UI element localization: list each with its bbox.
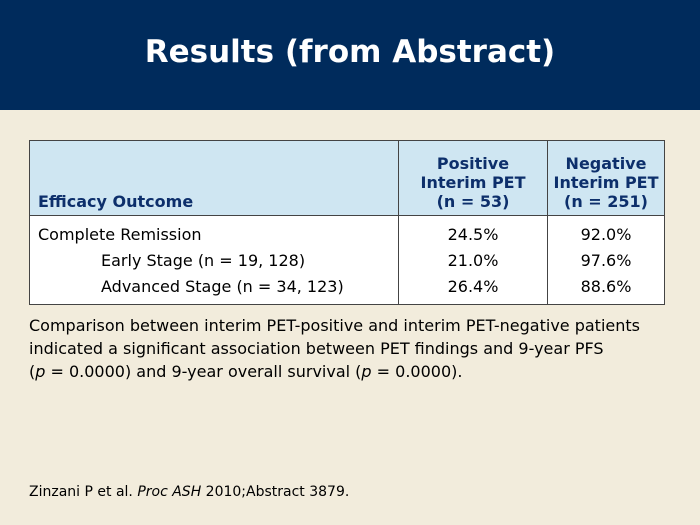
negative-values-cell: 92.0% 97.6% 88.6%	[547, 215, 665, 305]
slide-title: Results (from Abstract)	[144, 34, 556, 70]
positive-early-stage: 21.0%	[447, 251, 499, 270]
summary-end: = 0.0000).	[371, 362, 463, 381]
row-label-early-stage: Early Stage (n = 19, 128)	[101, 251, 306, 270]
negative-complete-remission: 92.0%	[580, 225, 632, 244]
summary-line-3: (p = 0.0000) and 9-year overall survival…	[29, 360, 674, 383]
results-table: Efficacy Outcome Positive Interim PET (n…	[29, 140, 665, 305]
row-label-complete-remission: Complete Remission	[38, 225, 202, 244]
results-table-container: Efficacy Outcome Positive Interim PET (n…	[29, 140, 665, 305]
citation-details: 2010;Abstract 3879.	[201, 484, 350, 500]
outcome-labels-cell: Complete Remission Early Stage (n = 19, …	[29, 215, 399, 305]
header-positive-line3: (n = 53)	[436, 192, 510, 211]
title-bar: Results (from Abstract)	[0, 0, 700, 110]
summary-line-2: indicated a significant association betw…	[29, 339, 604, 358]
summary-paragraph: Comparison between interim PET-positive …	[29, 314, 674, 383]
summary-open-paren: (	[29, 362, 36, 381]
positive-complete-remission: 24.5%	[447, 225, 499, 244]
summary-line-1: Comparison between interim PET-positive …	[29, 316, 640, 335]
header-positive-line1: Positive	[436, 154, 510, 173]
citation-journal: Proc ASH	[137, 484, 202, 500]
table-body-row: Complete Remission Early Stage (n = 19, …	[29, 215, 665, 305]
header-efficacy-outcome: Efficacy Outcome	[29, 140, 399, 216]
header-negative-line1: Negative	[565, 154, 647, 173]
positive-advanced-stage: 26.4%	[447, 277, 499, 296]
positive-values-cell: 24.5% 21.0% 26.4%	[398, 215, 548, 305]
header-negative-line3: (n = 251)	[564, 192, 648, 211]
citation-authors: Zinzani P et al.	[29, 484, 138, 500]
header-negative-interim-pet: Negative Interim PET (n = 251)	[547, 140, 665, 216]
header-positive-line2: Interim PET	[420, 173, 526, 192]
negative-early-stage: 97.6%	[580, 251, 632, 270]
header-positive-interim-pet: Positive Interim PET (n = 53)	[398, 140, 548, 216]
citation: Zinzani P et al. Proc ASH 2010;Abstract …	[29, 484, 349, 500]
p-value-symbol-2: p	[361, 362, 372, 381]
header-negative-line2: Interim PET	[553, 173, 659, 192]
summary-mid: = 0.0000) and 9-year overall survival (	[45, 362, 362, 381]
p-value-symbol-1: p	[35, 362, 46, 381]
negative-advanced-stage: 88.6%	[580, 277, 632, 296]
table-header-row: Efficacy Outcome Positive Interim PET (n…	[29, 140, 665, 216]
row-label-advanced-stage: Advanced Stage (n = 34, 123)	[101, 277, 344, 296]
